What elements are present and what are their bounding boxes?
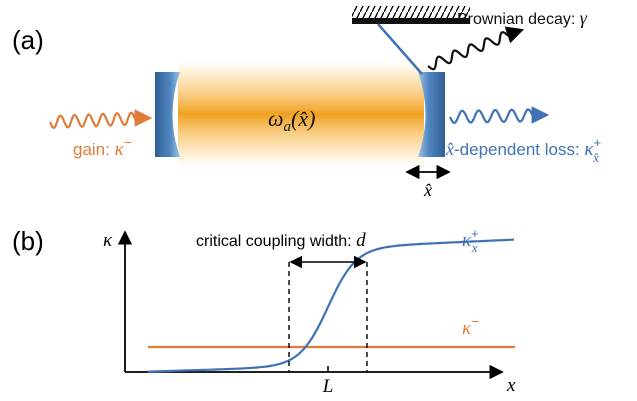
loss-label: x̂-dependent loss: κ+ x̂ <box>445 135 601 165</box>
text: -dependent loss: <box>454 140 584 159</box>
symbol: ω <box>268 106 284 131</box>
left-mirror <box>155 72 180 157</box>
gain-curve-label: κ− <box>462 313 479 339</box>
cavity-field <box>178 62 424 166</box>
cavity-frequency: ωa(x̂) <box>268 106 315 135</box>
decay-arrow <box>427 26 525 71</box>
panel-label: (a) <box>12 25 44 55</box>
support <box>352 18 470 24</box>
width-annotation: critical coupling width: d <box>196 230 366 251</box>
subscript: x̂ <box>592 150 599 165</box>
panel-label: (b) <box>12 226 44 256</box>
x-axis-label: x <box>506 375 516 396</box>
text: critical coupling width: <box>196 233 356 250</box>
subscript: x <box>471 240 478 255</box>
superscript: + <box>594 135 602 150</box>
text: gain: <box>73 140 115 159</box>
displacement-label: x̂ <box>423 180 432 200</box>
gain-arrow <box>48 109 153 129</box>
loss-curve-label: κ+ x <box>462 226 479 255</box>
gain-label: gain: κ− <box>73 134 132 160</box>
right-mirror <box>418 72 445 157</box>
symbol: κ <box>115 139 125 160</box>
text: Brownian decay: <box>457 11 580 28</box>
superscript: − <box>471 313 479 329</box>
loss-arrow <box>448 106 550 125</box>
loss-curve <box>147 238 515 373</box>
support-hatch <box>352 6 470 18</box>
brownian-decay-label: Brownian decay: γ <box>457 8 588 28</box>
symbol: d <box>356 230 366 251</box>
spring <box>377 23 423 75</box>
x-tick-label: L <box>322 376 334 397</box>
subscript: a <box>284 119 292 135</box>
symbol: γ <box>580 8 588 28</box>
y-axis-label: κ <box>103 230 113 251</box>
argument: (x̂) <box>291 106 315 131</box>
symbol: κ <box>462 230 472 251</box>
superscript: − <box>124 134 132 150</box>
prefix: x̂ <box>445 139 454 159</box>
superscript: + <box>471 226 479 241</box>
symbol: κ <box>462 318 472 339</box>
symbol: κ <box>584 139 594 160</box>
